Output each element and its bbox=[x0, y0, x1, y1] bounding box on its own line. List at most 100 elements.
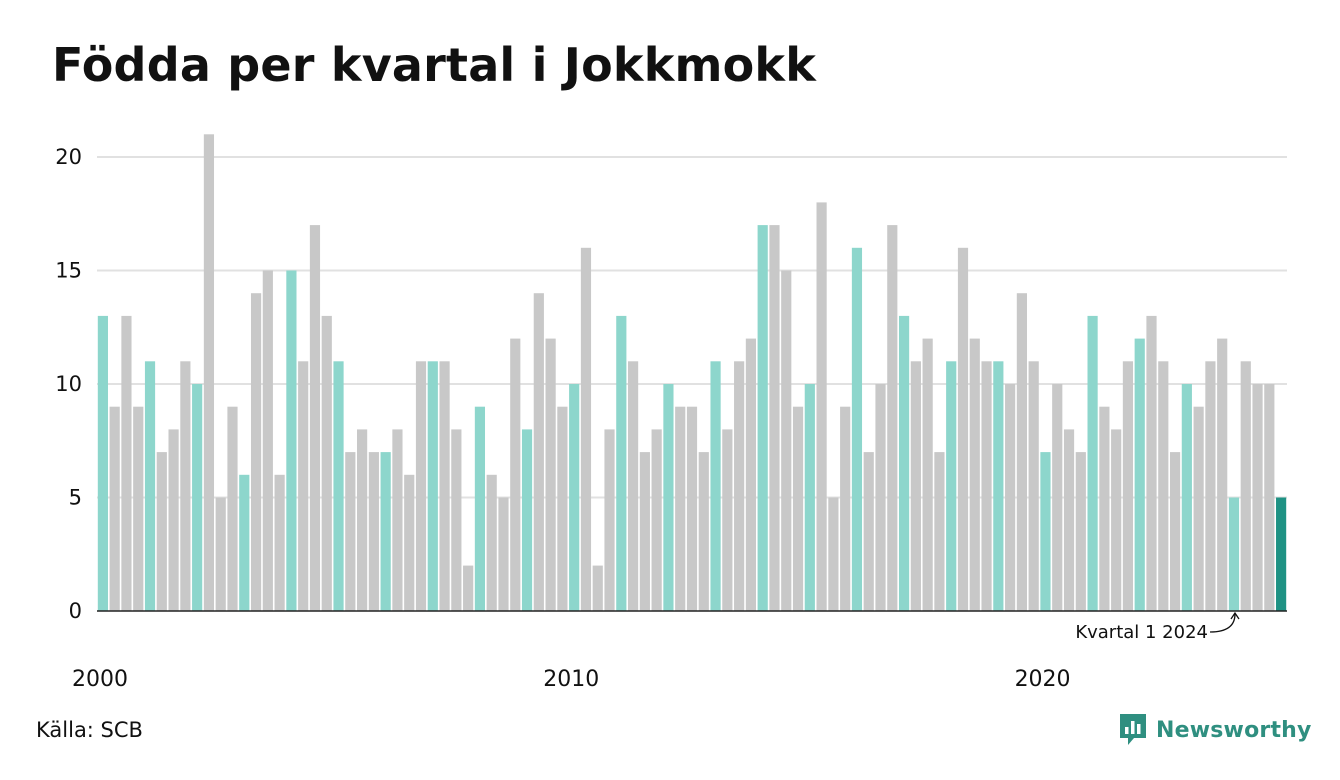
bar bbox=[168, 429, 179, 611]
bar bbox=[875, 384, 886, 611]
y-tick-label: 20 bbox=[55, 145, 82, 169]
chart-title: Födda per kvartal i Jokkmokk bbox=[52, 38, 817, 92]
bar bbox=[498, 497, 509, 611]
bar bbox=[1005, 384, 1016, 611]
bar bbox=[298, 361, 309, 611]
bar bbox=[898, 315, 910, 611]
bar bbox=[1240, 361, 1251, 611]
annotation: Kvartal 1 2024 bbox=[1075, 611, 1240, 643]
bar bbox=[710, 361, 721, 611]
annotation-label: Kvartal 1 2024 bbox=[1075, 622, 1208, 643]
bar bbox=[133, 406, 144, 611]
bar bbox=[1063, 429, 1075, 611]
bar bbox=[1169, 452, 1181, 611]
bar bbox=[380, 452, 391, 611]
bar bbox=[863, 452, 874, 611]
bar bbox=[192, 384, 203, 611]
bar bbox=[1181, 384, 1192, 611]
bar bbox=[227, 406, 238, 611]
bar bbox=[1146, 315, 1157, 611]
bar bbox=[616, 315, 627, 611]
y-tick-label: 0 bbox=[69, 599, 82, 623]
bar bbox=[792, 406, 804, 611]
x-tick-label: 2020 bbox=[1015, 667, 1071, 692]
bar bbox=[663, 384, 674, 611]
bar bbox=[333, 361, 344, 611]
bar bbox=[451, 429, 462, 611]
bar bbox=[922, 338, 933, 611]
bar bbox=[1193, 406, 1204, 611]
bar bbox=[851, 247, 863, 612]
bar bbox=[757, 225, 768, 611]
bar bbox=[993, 361, 1004, 611]
bar bbox=[840, 406, 851, 611]
bar bbox=[180, 361, 191, 611]
bar bbox=[722, 429, 733, 611]
bar bbox=[1264, 384, 1275, 611]
bar bbox=[404, 474, 415, 611]
bar bbox=[97, 315, 108, 611]
bar bbox=[1099, 406, 1110, 611]
bar bbox=[521, 429, 533, 611]
x-tick-label: 2010 bbox=[543, 667, 599, 692]
bar bbox=[628, 361, 639, 611]
bar bbox=[1040, 452, 1051, 611]
x-axis-ticks: 2000 2010 2020 bbox=[72, 667, 1071, 692]
bar bbox=[463, 565, 474, 611]
bar bbox=[474, 406, 486, 611]
bar bbox=[533, 293, 544, 611]
bar bbox=[156, 452, 167, 611]
bar bbox=[215, 497, 226, 611]
bar bbox=[569, 384, 580, 611]
bar bbox=[1075, 452, 1086, 611]
bar bbox=[262, 270, 273, 611]
bar bbox=[934, 452, 945, 611]
bar bbox=[1228, 497, 1240, 611]
bar bbox=[910, 361, 921, 611]
source-label: Källa: SCB bbox=[36, 718, 143, 742]
bar bbox=[250, 293, 262, 611]
bar bbox=[1205, 361, 1216, 611]
bar bbox=[592, 565, 603, 611]
brand-name: Newsworthy bbox=[1156, 717, 1312, 743]
y-tick-label: 5 bbox=[69, 486, 82, 510]
bar bbox=[321, 315, 332, 611]
bar bbox=[274, 474, 285, 611]
bar bbox=[1158, 361, 1169, 611]
bar bbox=[745, 338, 756, 611]
bar bbox=[1052, 384, 1063, 611]
bar bbox=[1111, 429, 1122, 611]
bar bbox=[486, 474, 497, 611]
bar bbox=[345, 452, 356, 611]
bar bbox=[309, 225, 321, 611]
bar bbox=[368, 452, 379, 611]
y-tick-label: 10 bbox=[55, 372, 82, 396]
bar bbox=[639, 452, 650, 611]
bar bbox=[781, 270, 792, 611]
bar bbox=[144, 361, 156, 611]
bar bbox=[1134, 338, 1145, 611]
bar bbox=[675, 406, 686, 611]
bar bbox=[981, 361, 992, 611]
bar bbox=[510, 338, 521, 611]
brand-logo[interactable]: Newsworthy bbox=[1118, 712, 1312, 748]
bar bbox=[545, 338, 556, 611]
bar bbox=[286, 270, 297, 611]
annotation-arrow-icon bbox=[1209, 611, 1240, 633]
bar bbox=[1087, 315, 1098, 611]
bar bbox=[557, 406, 568, 611]
bar bbox=[392, 429, 403, 611]
y-tick-label: 15 bbox=[55, 259, 82, 283]
bar bbox=[239, 474, 250, 611]
bar bbox=[969, 338, 980, 611]
bar bbox=[946, 361, 957, 611]
bar bbox=[957, 247, 969, 612]
bars bbox=[97, 134, 1287, 612]
bar bbox=[109, 406, 120, 611]
bar bbox=[887, 225, 898, 611]
bar bbox=[698, 452, 709, 611]
bar bbox=[769, 225, 780, 611]
bar bbox=[1122, 361, 1134, 611]
bar bbox=[604, 429, 615, 611]
bar bbox=[427, 361, 438, 611]
